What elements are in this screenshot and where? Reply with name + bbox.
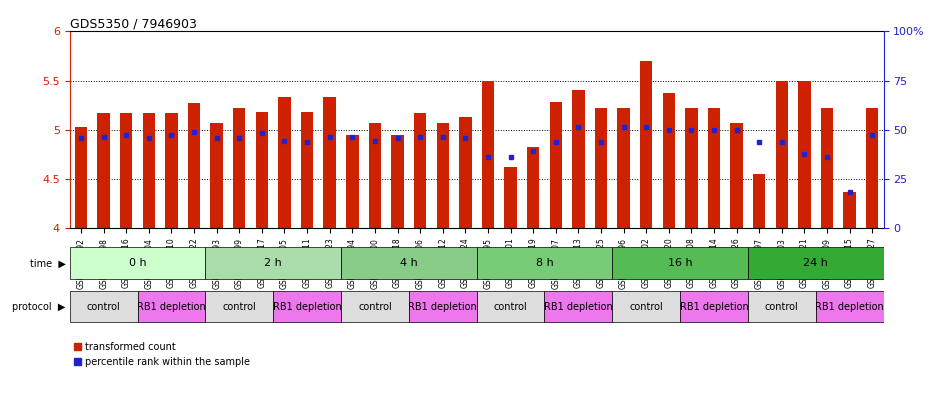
Bar bbox=[278, 97, 291, 228]
Bar bbox=[368, 123, 381, 228]
Bar bbox=[476, 248, 612, 279]
Bar bbox=[748, 248, 884, 279]
Bar bbox=[821, 108, 833, 228]
Text: 16 h: 16 h bbox=[668, 258, 692, 268]
Bar bbox=[544, 290, 612, 322]
Bar bbox=[594, 108, 607, 228]
Bar bbox=[640, 61, 652, 228]
Text: 8 h: 8 h bbox=[536, 258, 553, 268]
Text: RB1 depletion: RB1 depletion bbox=[680, 301, 749, 312]
Text: control: control bbox=[630, 301, 663, 312]
Text: RB1 depletion: RB1 depletion bbox=[408, 301, 477, 312]
Bar bbox=[301, 112, 313, 228]
Bar bbox=[680, 290, 748, 322]
Bar bbox=[476, 290, 544, 322]
Bar bbox=[74, 127, 87, 228]
Text: 2 h: 2 h bbox=[264, 258, 282, 268]
Bar bbox=[206, 248, 341, 279]
Bar bbox=[120, 113, 132, 228]
Bar bbox=[730, 123, 743, 228]
Bar bbox=[776, 81, 788, 228]
Bar bbox=[414, 113, 426, 228]
Text: control: control bbox=[222, 301, 256, 312]
Text: control: control bbox=[494, 301, 527, 312]
Text: 0 h: 0 h bbox=[128, 258, 146, 268]
Bar bbox=[459, 117, 472, 228]
Bar bbox=[188, 103, 200, 228]
Bar bbox=[798, 81, 811, 228]
Bar bbox=[233, 108, 246, 228]
Legend: transformed count, percentile rank within the sample: transformed count, percentile rank withi… bbox=[70, 338, 254, 371]
Bar bbox=[142, 113, 155, 228]
Bar bbox=[341, 248, 476, 279]
Text: GDS5350 / 7946903: GDS5350 / 7946903 bbox=[70, 17, 196, 30]
Text: RB1 depletion: RB1 depletion bbox=[137, 301, 206, 312]
Bar bbox=[612, 248, 748, 279]
Bar bbox=[612, 290, 680, 322]
Bar bbox=[256, 112, 268, 228]
Bar bbox=[662, 94, 675, 228]
Bar bbox=[550, 102, 562, 228]
Bar bbox=[210, 123, 223, 228]
Bar bbox=[618, 108, 630, 228]
Bar bbox=[527, 147, 539, 228]
Bar bbox=[273, 290, 341, 322]
Text: control: control bbox=[764, 301, 799, 312]
Bar bbox=[324, 97, 336, 228]
Bar bbox=[392, 134, 404, 228]
Text: 4 h: 4 h bbox=[400, 258, 418, 268]
Bar bbox=[346, 134, 359, 228]
Text: protocol  ▶: protocol ▶ bbox=[12, 301, 66, 312]
Text: control: control bbox=[86, 301, 121, 312]
Bar bbox=[70, 248, 206, 279]
Bar bbox=[572, 90, 585, 228]
Bar bbox=[504, 167, 517, 228]
Bar bbox=[206, 290, 273, 322]
Bar bbox=[816, 290, 884, 322]
Bar bbox=[166, 113, 178, 228]
Bar bbox=[341, 290, 409, 322]
Bar bbox=[482, 81, 494, 228]
Bar bbox=[844, 191, 856, 228]
Bar bbox=[866, 108, 879, 228]
Text: 24 h: 24 h bbox=[804, 258, 828, 268]
Bar bbox=[753, 174, 765, 228]
Bar bbox=[98, 113, 110, 228]
Bar bbox=[138, 290, 206, 322]
Bar bbox=[748, 290, 816, 322]
Bar bbox=[685, 108, 698, 228]
Bar bbox=[436, 123, 449, 228]
Bar bbox=[708, 108, 720, 228]
Text: control: control bbox=[358, 301, 392, 312]
Bar bbox=[409, 290, 476, 322]
Text: RB1 depletion: RB1 depletion bbox=[272, 301, 341, 312]
Text: time  ▶: time ▶ bbox=[30, 258, 66, 268]
Text: RB1 depletion: RB1 depletion bbox=[544, 301, 613, 312]
Text: RB1 depletion: RB1 depletion bbox=[816, 301, 884, 312]
Bar bbox=[70, 290, 138, 322]
